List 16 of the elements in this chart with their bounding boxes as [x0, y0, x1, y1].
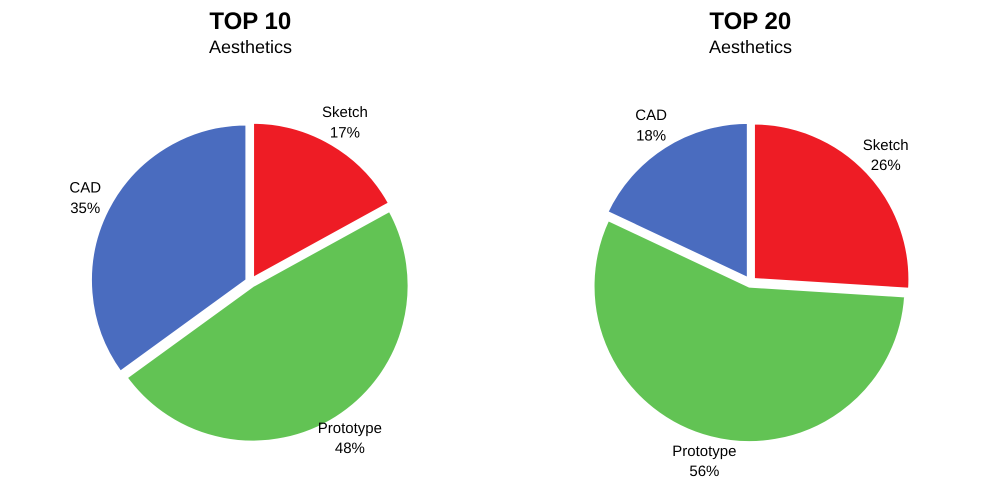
data-label: 48% [334, 440, 365, 458]
chart-subtitle: Aesthetics [708, 37, 792, 58]
slice-label: Sketch [862, 136, 909, 154]
slice-label: Sketch [322, 104, 368, 122]
data-label: 35% [70, 200, 100, 217]
data-label: 18% [636, 128, 666, 145]
chart-subtitle: Aesthetics [208, 37, 292, 58]
slice-label: Prototype [318, 420, 382, 437]
data-label: 17% [330, 124, 360, 142]
chart-title: TOP 10 [209, 8, 292, 35]
data-label: 56% [689, 463, 720, 480]
chart-title: TOP 20 [709, 8, 792, 35]
slice-label: CAD [635, 107, 668, 124]
data-label: 26% [870, 157, 901, 174]
slice-label: Prototype [672, 442, 736, 460]
slice-label: CAD [69, 179, 102, 196]
